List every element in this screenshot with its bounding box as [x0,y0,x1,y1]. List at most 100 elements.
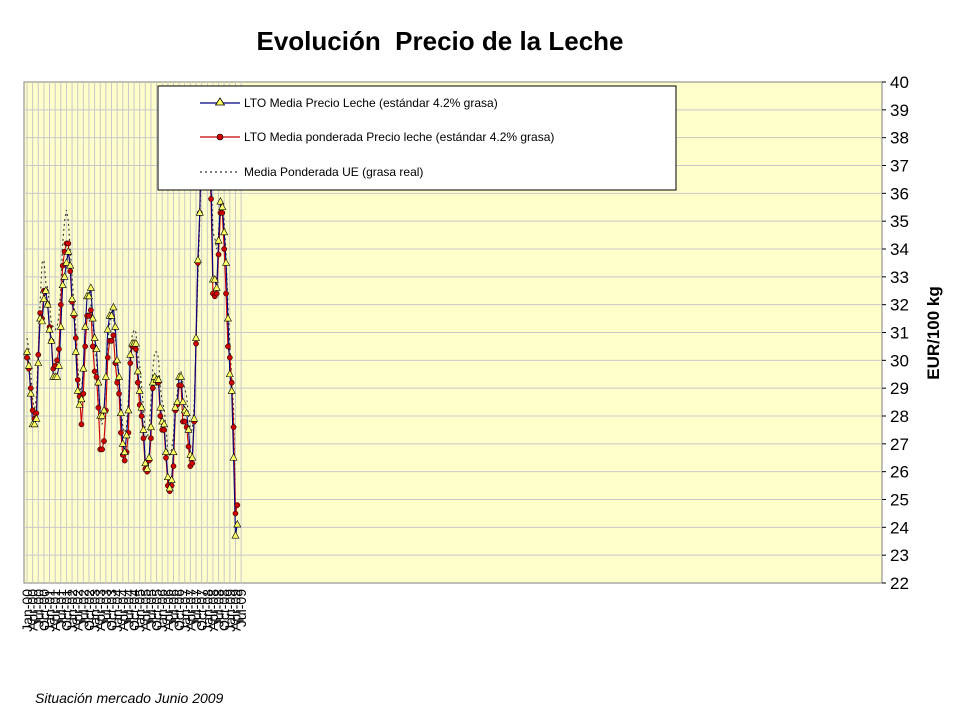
series-lines [22,96,242,539]
point-series-1 [113,355,122,364]
point-series-2 [225,343,231,350]
y-tick-label: 32 [890,296,909,315]
point-series-1 [62,258,71,266]
point-series-2 [234,502,241,508]
x-tick-label: Oct-05 [149,589,165,631]
x-tick-label: Oct-02 [81,589,97,631]
point-series-1 [154,375,163,383]
point-series-1 [163,472,172,481]
point-series-2 [72,335,79,341]
point-series-1 [41,286,50,294]
point-series-1 [169,447,178,455]
point-series-2 [95,404,102,411]
point-series-1 [90,333,99,341]
point-series-1 [81,322,90,330]
series-markers [22,96,242,539]
x-axis-ticks: Jan-00Apr-00Jul-00Oct-00Jan-01Apr-01Jul-… [19,589,249,632]
x-tick-label: Jul-03 [98,589,114,627]
point-series-2 [161,427,167,433]
point-series-1 [188,453,197,461]
point-series-2 [134,379,141,386]
y-tick-label: 33 [890,268,909,287]
x-tick-label: Jan-00 [19,589,35,632]
point-series-2 [170,463,177,469]
point-series-2 [99,446,105,453]
point-series-1 [77,394,86,403]
point-series-2 [67,268,74,275]
x-tick-label: Jan-09 [222,589,238,632]
point-series-2 [140,435,147,442]
legend-marker-triangle [214,97,226,106]
x-tick-label: Jul-06 [165,589,181,627]
point-series-1 [58,280,67,288]
point-series-2 [148,435,154,442]
point-series-1 [137,403,146,411]
point-series-1 [79,364,88,372]
point-series-2 [221,246,228,252]
point-series-1 [193,255,202,263]
point-series-2 [93,374,100,380]
point-series-1 [190,414,199,422]
y-tick-label: 27 [890,435,909,454]
point-series-2 [88,307,94,314]
legend-marker-dot [216,133,224,141]
legend-label-2: LTO Media ponderada Precio leche (estánd… [244,130,554,144]
point-series-1 [146,422,155,430]
x-tick-label: Jan-05 [132,589,148,632]
point-series-1 [165,483,174,492]
x-tick-label: Jan-07 [177,589,193,632]
point-series-1 [92,344,101,353]
point-series-2 [232,510,239,517]
point-series-2 [208,196,214,202]
point-series-2 [101,438,107,444]
point-series-2 [78,421,85,428]
x-tick-label: Jul-07 [188,589,204,627]
point-series-1 [218,202,227,211]
x-tick-label: Jul-05 [143,589,159,627]
y-tick-label: 40 [890,73,909,92]
point-series-1 [118,439,127,447]
point-series-1 [68,294,77,302]
y-tick-label: 29 [890,379,909,398]
point-series-2 [91,368,98,375]
x-tick-label: Jul-00 [30,589,46,627]
point-series-1 [135,386,144,394]
x-tick-label: Oct-08 [216,589,232,631]
x-tick-label: Apr-03 [92,589,108,631]
point-series-1 [54,361,63,369]
point-series-2 [223,290,229,297]
point-series-1 [69,308,78,316]
point-series-1 [22,347,32,355]
y-tick-label: 39 [890,101,909,120]
point-series-1 [26,389,35,397]
x-tick-label: Oct-07 [194,589,210,631]
point-series-2 [89,343,96,350]
point-series-1 [94,377,103,386]
x-tick-label: Apr-09 [227,589,243,631]
point-series-1 [223,313,232,322]
point-series-1 [210,274,219,283]
point-series-1 [178,397,187,405]
point-series-1 [225,369,234,378]
point-series-1 [124,405,133,414]
x-tick-label: Oct-00 [36,589,52,631]
point-series-1 [173,397,182,405]
point-series-2 [230,424,237,430]
point-series-1 [131,339,140,347]
y-tick-label: 23 [890,546,909,565]
x-tick-label: Apr-04 [115,589,131,631]
point-series-1 [45,325,54,333]
point-series-2 [127,360,134,366]
legend: LTO Media Precio Leche (estándar 4.2% gr… [157,85,677,191]
point-series-2 [193,340,199,347]
point-series-2 [219,209,226,216]
point-series-2 [189,460,196,467]
point-series-1 [32,414,41,422]
point-series-2 [163,454,169,461]
point-series-1 [143,464,152,472]
point-series-1 [231,531,240,539]
point-series-2 [108,338,115,344]
x-tick-label: Jan-04 [109,589,125,632]
chart-title: Evolución Precio de la Leche [256,26,624,56]
